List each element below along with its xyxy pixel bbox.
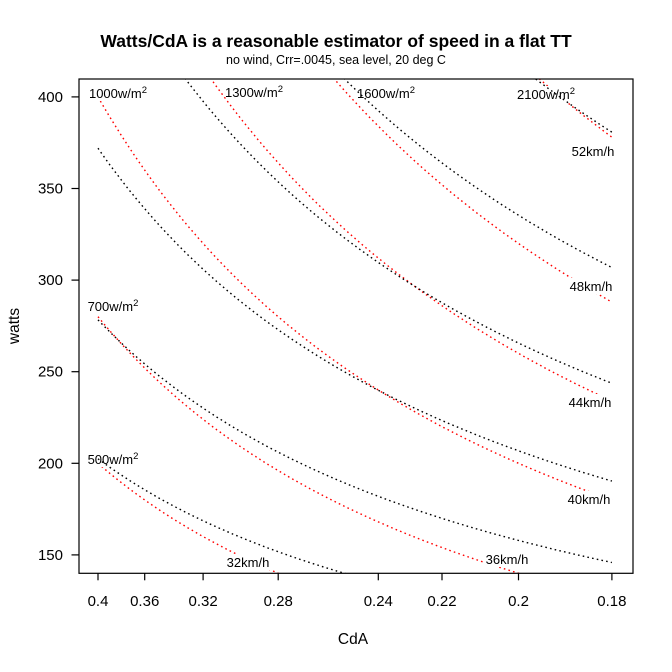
contour-label-48kmh: 48km/h: [570, 279, 613, 294]
contour-label-1600wm2-gap: [358, 85, 422, 101]
x-tick-label-0.32: 0.32: [188, 593, 217, 610]
y-tick-label-150: 150: [38, 547, 63, 564]
contour-label-48kmh-gap: [567, 278, 615, 294]
contour-curve-1300wm2: [210, 79, 613, 402]
contour-curve-1000wm2: [97, 96, 613, 501]
contour-label-1300wm2-gap: [226, 84, 290, 100]
contour-curve-48kmh: [344, 79, 613, 269]
x-tick-label-0.36: 0.36: [130, 593, 159, 610]
x-axis-ticks: 0.4 0.36 0.32 0.28 0.24 0.22 0.2 0.18: [88, 573, 627, 610]
contour-curve-500wm2: [97, 462, 280, 573]
plot-border: [78, 78, 634, 574]
y-tick-label-250: 250: [38, 364, 63, 381]
contour-label-40kmh-gap: [565, 491, 613, 507]
x-tick-label-0.2: 0.2: [508, 593, 529, 610]
y-tick-label-200: 200: [38, 455, 63, 472]
contour-label-1000wm2-gap: [90, 85, 154, 101]
x-axis-title: CdA: [338, 631, 369, 648]
contour-label-40kmh: 40km/h: [568, 492, 611, 507]
x-tick-label-0.18: 0.18: [597, 593, 626, 610]
contour-label-700wm2-gap: [89, 298, 145, 314]
y-tick-label-300: 300: [38, 272, 63, 289]
contour-label-52kmh: 52km/h: [572, 144, 615, 159]
contour-label-2100wm2-gap: [518, 86, 582, 102]
x-tick-label-0.28: 0.28: [264, 593, 293, 610]
contour-label-36kmh-gap: [483, 551, 531, 567]
speed-contour-labels: 32km/h 36km/h 40km/h 44km/h 48km/h 52km/h: [224, 143, 617, 570]
contour-label-1600wm2: 1600w/m2: [357, 85, 415, 101]
chart-subtitle: no wind, Crr=.0045, sea level, 20 deg C: [226, 53, 446, 67]
contour-label-52kmh-gap: [569, 143, 617, 159]
contour-label-32kmh-gap: [224, 554, 272, 570]
y-tick-label-350: 350: [38, 181, 63, 198]
contour-label-36kmh: 36km/h: [486, 552, 529, 567]
y-axis-ticks: 150 200 250 300 350 400: [38, 89, 79, 564]
watts-per-m2-contour-curves: [97, 79, 613, 573]
contour-label-2100wm2: 2100w/m2: [517, 86, 575, 102]
contour-label-44kmh: 44km/h: [569, 395, 612, 410]
contour-label-1000wm2: 1000w/m2: [89, 85, 147, 101]
contour-label-700wm2: 700w/m2: [88, 298, 139, 314]
watts-per-m2-contour-labels: 500w/m2 700w/m2 1000w/m2 1300w/m2 1600w/m2 21…: [88, 84, 582, 467]
y-axis-title: watts: [6, 308, 23, 345]
speed-contour-curves: [97, 79, 613, 573]
contour-label-32kmh: 32km/h: [227, 555, 270, 570]
x-tick-label-0.24: 0.24: [364, 593, 393, 610]
contour-label-500wm2: 500w/m2: [88, 451, 139, 467]
x-tick-label-0.4: 0.4: [88, 593, 109, 610]
chart-title: Watts/CdA is a reasonable estimator of s…: [100, 31, 572, 51]
x-tick-label-0.22: 0.22: [427, 593, 456, 610]
contour-label-1300wm2: 1300w/m2: [225, 84, 283, 100]
contour-label-44kmh-gap: [566, 394, 614, 410]
y-tick-label-400: 400: [38, 89, 63, 106]
contour-label-500wm2-gap: [89, 451, 145, 467]
